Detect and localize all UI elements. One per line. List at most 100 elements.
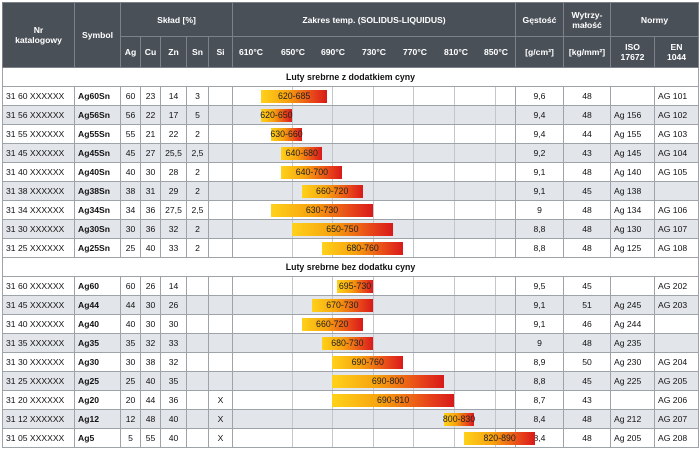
en-standard-cell: AG 208 [654, 428, 699, 448]
symbol-cell: Ag45Sn [74, 143, 121, 163]
table-row: 31 56 XXXXXX Ag56Sn 56 22 17 5 620-650 9,4 48 Ag … [2, 105, 699, 125]
iso-standard-cell [610, 390, 655, 410]
table-body: Luty srebrne z dodatkiem cyny 31 60 XXXXX… [2, 67, 699, 448]
en-standard-cell: AG 206 [654, 390, 699, 410]
grid-line [372, 334, 374, 352]
grid-line [413, 106, 415, 124]
en-standard-cell: AG 203 [654, 295, 699, 315]
zn-percent-cell: 17 [160, 105, 187, 125]
zn-percent-cell: 29 [160, 181, 187, 201]
grid-line [372, 201, 374, 219]
symbol-cell: Ag5 [74, 428, 121, 448]
grid-line [372, 315, 374, 333]
grid-line [494, 277, 496, 295]
strength-cell: 48 [563, 162, 611, 182]
grid-line [332, 144, 334, 162]
section-header-row: Luty srebrne z dodatkiem cyny [2, 67, 699, 87]
header-iso-text: ISO 17672 [620, 42, 645, 62]
si-mark-cell [208, 181, 233, 201]
header-element-cu: Cu [140, 36, 161, 68]
grid-line [494, 144, 496, 162]
iso-standard-cell: Ag 155 [610, 124, 655, 144]
en-standard-cell [654, 181, 699, 201]
symbol-cell: Ag12 [74, 409, 121, 429]
grid-line [332, 87, 334, 105]
strength-cell: 48 [563, 333, 611, 353]
grid-line [454, 315, 455, 333]
density-cell: 9,2 [515, 143, 564, 163]
header-element-si: Si [208, 36, 233, 68]
si-mark-cell: X [208, 390, 233, 410]
grid-line [413, 182, 415, 200]
en-standard-cell: AG 107 [654, 219, 699, 239]
symbol-cell: Ag40Sn [74, 162, 121, 182]
symbol-cell: Ag30 [74, 352, 121, 372]
header-density: Gęstość [515, 2, 564, 37]
en-standard-cell [654, 314, 699, 334]
table-row: 31 38 XXXXXX Ag38Sn 38 31 29 2 660-720 9,1 45 Ag … [2, 181, 699, 201]
si-mark-cell [208, 333, 233, 353]
grid-line [494, 125, 496, 143]
sn-percent-cell [186, 371, 209, 391]
cu-percent-cell: 48 [140, 409, 161, 429]
symbol-cell: Ag60 [74, 276, 121, 296]
symbol-cell: Ag34Sn [74, 200, 121, 220]
temp-range-bar [311, 299, 373, 312]
ag-percent-cell: 38 [120, 181, 141, 201]
cu-percent-cell: 30 [140, 295, 161, 315]
iso-standard-cell: Ag 225 [610, 371, 655, 391]
zn-percent-cell: 14 [160, 86, 187, 106]
sn-percent-cell [186, 428, 209, 448]
iso-standard-cell [610, 86, 655, 106]
sn-percent-cell: 2,5 [186, 143, 209, 163]
iso-standard-cell: Ag 130 [610, 219, 655, 239]
catalog-number-cell: 31 40 XXXXXX [2, 314, 75, 334]
ag-percent-cell: 35 [120, 333, 141, 353]
grid-line [372, 106, 374, 124]
zn-percent-cell: 32 [160, 219, 187, 239]
grid-line [454, 277, 455, 295]
symbol-cell: Ag44 [74, 295, 121, 315]
strength-cell: 44 [563, 124, 611, 144]
grid-line [291, 182, 293, 200]
catalog-number-cell: 31 34 XXXXXX [2, 200, 75, 220]
cu-percent-cell: 30 [140, 162, 161, 182]
catalog-number-cell: 31 12 XXXXXX [2, 409, 75, 429]
cu-percent-cell: 40 [140, 238, 161, 258]
grid-line [454, 239, 455, 257]
temp-range-cell: 640-680 [232, 143, 516, 163]
temp-scale: 610°C 650°C 690°C 730°C 770°C 810°C 850°… [233, 37, 515, 67]
zn-percent-cell: 33 [160, 238, 187, 258]
sn-percent-cell: 2 [186, 181, 209, 201]
header-composition: Skład [%] [120, 2, 233, 37]
grid-line [494, 106, 496, 124]
cu-percent-cell: 36 [140, 200, 161, 220]
cu-percent-cell: 21 [140, 124, 161, 144]
table-row: 31 34 XXXXXX Ag34Sn 34 36 27,5 2,5 630-730 9 48 A… [2, 200, 699, 220]
catalog-number-cell: 31 40 XXXXXX [2, 162, 75, 182]
grid-line [494, 182, 496, 200]
header-element-zn: Zn [160, 36, 187, 68]
cu-percent-cell: 23 [140, 86, 161, 106]
temp-range-label: 640-680 [285, 148, 318, 158]
table-row: 31 45 XXXXXX Ag45Sn 45 27 25,5 2,5 640-680 9,2 4… [2, 143, 699, 163]
grid-line [454, 334, 455, 352]
temp-range-cell: 660-720 [232, 181, 516, 201]
iso-standard-cell: Ag 245 [610, 295, 655, 315]
catalog-number-cell: 31 05 XXXXXX [2, 428, 75, 448]
temp-range-bar [291, 223, 394, 236]
symbol-cell: Ag38Sn [74, 181, 121, 201]
cu-percent-cell: 22 [140, 105, 161, 125]
temp-range-cell: 630-730 [232, 200, 516, 220]
temp-label-730: 730°C [362, 47, 386, 57]
grid-line [372, 296, 374, 314]
grid-line [291, 296, 293, 314]
grid-line [291, 353, 293, 371]
en-standard-cell: AG 205 [654, 371, 699, 391]
grid-line [413, 410, 415, 428]
table-row: 31 55 XXXXXX Ag55Sn 55 21 22 2 630-660 9,4 44 Ag … [2, 124, 699, 144]
grid-line [454, 429, 455, 447]
grid-line [413, 353, 415, 371]
symbol-cell: Ag56Sn [74, 105, 121, 125]
si-mark-cell [208, 371, 233, 391]
